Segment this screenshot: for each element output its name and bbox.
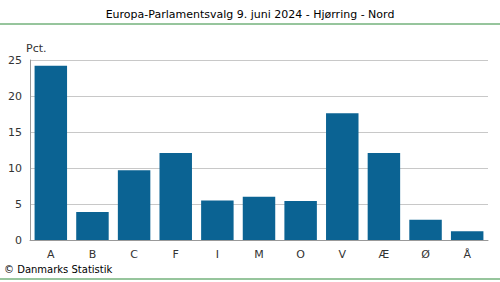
svg-text:I: I (216, 248, 219, 261)
svg-text:Å: Å (463, 248, 471, 261)
svg-text:M: M (254, 248, 264, 261)
svg-text:F: F (173, 248, 179, 261)
svg-text:Ø: Ø (421, 248, 430, 261)
svg-text:0: 0 (15, 234, 22, 247)
svg-text:25: 25 (8, 54, 22, 67)
svg-text:Æ: Æ (379, 248, 390, 261)
svg-text:B: B (89, 248, 97, 261)
svg-text:Europa-Parlamentsvalg 9. juni: Europa-Parlamentsvalg 9. juni 2024 - Hjø… (106, 8, 395, 21)
svg-text:Pct.: Pct. (26, 42, 47, 55)
svg-text:O: O (296, 248, 305, 261)
svg-text:15: 15 (8, 126, 22, 139)
svg-text:10: 10 (8, 162, 22, 175)
svg-text:A: A (47, 248, 55, 261)
svg-text:C: C (130, 248, 138, 261)
svg-text:© Danmarks Statistik: © Danmarks Statistik (4, 264, 113, 275)
svg-text:V: V (339, 248, 347, 261)
svg-text:5: 5 (15, 198, 22, 211)
svg-text:20: 20 (8, 90, 22, 103)
